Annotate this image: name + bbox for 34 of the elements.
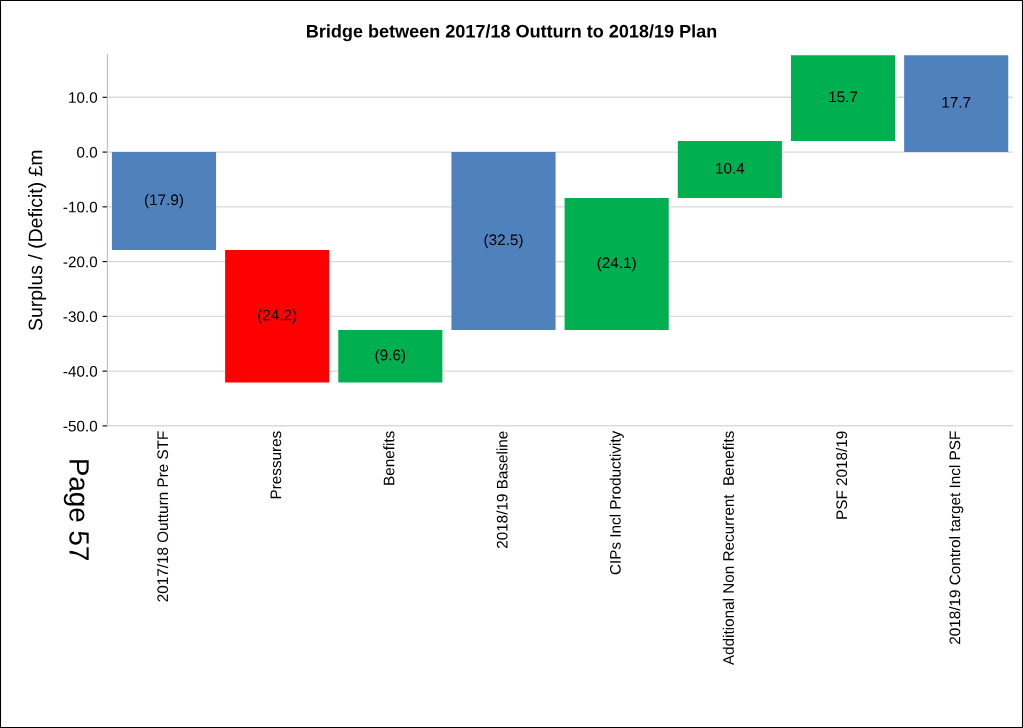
data-label: (24.1)	[597, 256, 636, 272]
data-label: (32.5)	[484, 233, 523, 249]
data-label: (17.9)	[144, 193, 184, 209]
data-label: (24.2)	[258, 309, 297, 324]
y-tick-label: -20.0	[63, 256, 98, 268]
text: Page 57	[63, 460, 89, 560]
data-label: 17.7	[942, 97, 971, 108]
y-tick-label: -30.0	[63, 311, 98, 323]
y-tick-label: -50.0	[63, 420, 98, 432]
bar	[451, 152, 556, 331]
bar	[677, 141, 782, 199]
data-label: 15.7	[829, 91, 858, 103]
bar	[338, 330, 443, 383]
x-tick-label: 2017/18 Outturn Pre STF	[156, 431, 169, 602]
x-tick-label: 2018/19 Baseline	[496, 431, 508, 549]
y-tick-label: -40.0	[63, 365, 98, 377]
x-tick-label: Pressures	[270, 431, 282, 499]
x-tick-label: PSF 2018/19	[835, 431, 848, 519]
y-tick-label: -10.0	[63, 201, 98, 213]
bar	[111, 152, 217, 251]
x-tick-label: Additional Non Recurrent Benefits	[722, 431, 734, 666]
y-tick-label: 10.0	[69, 92, 98, 103]
y-axis-title: Surplus / (Deficit) £m	[28, 150, 47, 331]
data-label: (9.6)	[375, 349, 406, 364]
x-tick-label: CIPs Incl Productivity	[609, 430, 624, 575]
bar	[790, 55, 896, 142]
bar	[904, 55, 1009, 153]
x-tick-label: Benefits	[383, 431, 395, 485]
bar	[225, 250, 330, 383]
chart-title: Bridge between 2017/18 Outturn to 2018/19 Plan	[307, 24, 717, 42]
data-label: 10.4	[716, 162, 745, 174]
x-tick-label: 2018/19 Control target Incl PSF	[949, 431, 964, 644]
bar	[564, 198, 669, 331]
y-tick-label: 0.0	[77, 146, 98, 158]
